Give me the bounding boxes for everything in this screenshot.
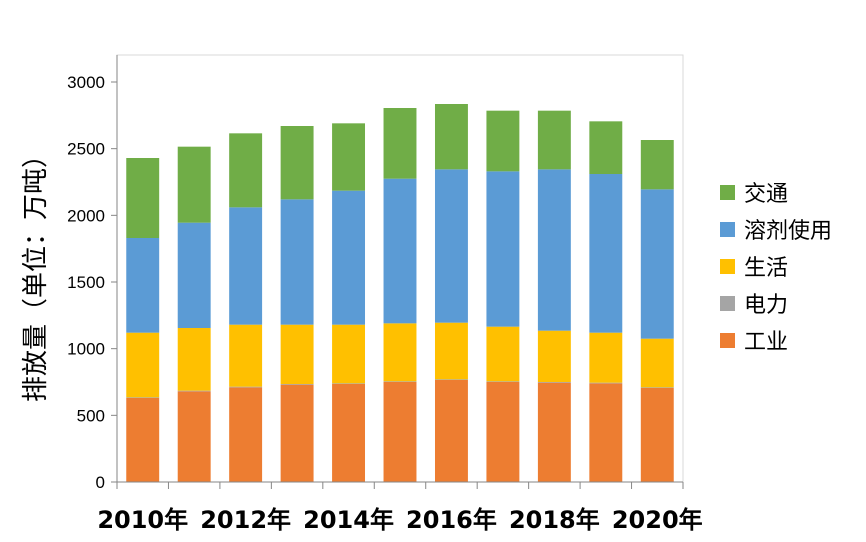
bar-segment-0-1 (126, 397, 160, 398)
y-axis-label: 排放量（单位：万吨） (21, 142, 51, 402)
legend-swatch (720, 296, 735, 311)
bar-segment-9-3 (589, 174, 623, 333)
bar-segment-8-2 (537, 330, 571, 382)
bar-segment-10-4 (640, 140, 674, 190)
bar-segment-9-0 (589, 383, 623, 482)
legend-swatch (720, 185, 735, 200)
legend-label: 生活 (744, 256, 788, 281)
bar-segment-1-3 (177, 222, 211, 328)
x-tick-label: 2020年 (612, 506, 703, 534)
y-tick-label: 1500 (67, 273, 105, 292)
bar-segment-2-2 (229, 324, 263, 387)
bar-segment-7-0 (486, 382, 520, 482)
legend-label: 溶剂使用 (744, 219, 832, 244)
bar-segment-0-3 (126, 238, 160, 333)
bar-segment-6-2 (434, 322, 468, 380)
bar-segment-3-1 (280, 384, 314, 385)
bar-segment-10-3 (640, 189, 674, 339)
x-tick-label: 2014年 (303, 506, 394, 534)
bar-segment-6-4 (434, 104, 468, 170)
bars-group (126, 104, 674, 482)
bar-segment-1-4 (177, 146, 211, 223)
bar-segment-9-1 (589, 382, 623, 384)
x-tick-label: 2018年 (509, 506, 600, 534)
bar-segment-8-0 (537, 382, 571, 482)
bar-segment-5-1 (383, 381, 417, 382)
legend-swatch (720, 333, 735, 348)
bar-segment-2-1 (229, 386, 263, 388)
bar-segment-7-2 (486, 326, 520, 382)
legend-label: 交通 (744, 182, 788, 207)
bar-segment-5-0 (383, 382, 417, 482)
bar-segment-8-1 (537, 382, 571, 383)
x-tick-label: 2016年 (406, 506, 497, 534)
bar-segment-1-2 (177, 328, 211, 391)
bar-segment-8-4 (537, 110, 571, 170)
bar-segment-10-2 (640, 338, 674, 388)
bar-segment-3-3 (280, 199, 314, 325)
x-axis: 2010年 2012年 2014年 2016年 2018年 2020年 (97, 481, 703, 534)
bar-segment-4-4 (332, 123, 366, 191)
y-tick-label: 2500 (67, 140, 105, 159)
bar-segment-2-3 (229, 207, 263, 325)
bar-segment-6-1 (434, 379, 468, 380)
legend-label: 电力 (744, 293, 788, 318)
bar-segment-0-4 (126, 158, 160, 238)
bar-segment-4-1 (332, 383, 366, 384)
legend-swatch (720, 222, 735, 237)
y-tick-label: 0 (96, 473, 105, 492)
bar-segment-6-0 (434, 380, 468, 482)
y-tick-label: 2000 (67, 206, 105, 225)
bar-segment-9-4 (589, 121, 623, 174)
bar-segment-5-2 (383, 323, 417, 382)
y-tick-label: 3000 (67, 73, 105, 92)
bar-segment-1-1 (177, 390, 211, 392)
bar-segment-7-1 (486, 381, 520, 382)
bar-segment-7-3 (486, 171, 520, 327)
legend-label: 工业 (744, 330, 788, 355)
bar-segment-10-0 (640, 388, 674, 482)
y-tick-label: 500 (77, 406, 105, 425)
bar-segment-9-2 (589, 332, 623, 383)
legend-swatch (720, 259, 735, 274)
bar-segment-3-0 (280, 384, 314, 482)
bar-segment-8-3 (537, 169, 571, 331)
y-tick-label: 1000 (67, 340, 105, 359)
bar-segment-4-2 (332, 324, 366, 384)
bar-segment-0-2 (126, 332, 160, 398)
bar-segment-1-0 (177, 391, 211, 482)
y-axis: 0 500 1000 1500 2000 2500 3000 (67, 55, 118, 492)
bar-segment-3-4 (280, 126, 314, 200)
bar-segment-2-4 (229, 133, 263, 208)
bar-segment-4-0 (332, 384, 366, 482)
bar-segment-5-4 (383, 108, 417, 179)
bar-segment-0-0 (126, 398, 160, 482)
bar-segment-2-0 (229, 387, 263, 482)
bar-segment-6-3 (434, 169, 468, 323)
x-tick-label: 2012年 (200, 506, 291, 534)
bar-segment-5-3 (383, 178, 417, 324)
bar-segment-7-4 (486, 110, 520, 172)
bar-segment-3-2 (280, 324, 314, 384)
bar-segment-10-1 (640, 387, 674, 388)
x-tick-label: 2010年 (97, 506, 188, 534)
bar-segment-4-3 (332, 190, 366, 325)
